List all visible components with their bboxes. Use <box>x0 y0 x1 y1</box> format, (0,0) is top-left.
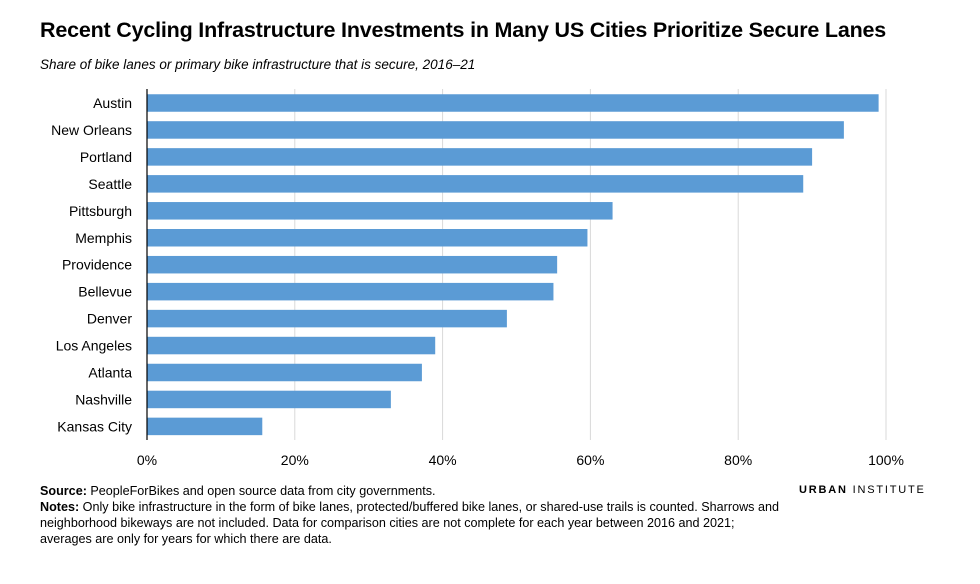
bar <box>147 282 554 301</box>
source-text: PeopleForBikes and open source data from… <box>86 484 436 498</box>
category-label: Seattle <box>88 176 132 192</box>
chart-subtitle: Share of bike lanes or primary bike infr… <box>40 57 476 72</box>
bar <box>147 202 613 220</box>
x-tick-label: 80% <box>724 452 752 468</box>
source-line: Source: PeopleForBikes and open source d… <box>40 483 780 499</box>
bar <box>147 175 804 193</box>
category-label: Portland <box>80 149 132 165</box>
source-label: Source: <box>40 484 87 498</box>
notes-label: Notes: <box>40 500 80 514</box>
category-label: Memphis <box>75 230 132 246</box>
category-label: Kansas City <box>57 418 132 434</box>
bar-chart: Austin New Orleans Portland Seattle Pittsbur… <box>51 89 904 468</box>
footer-notes: Source: PeopleForBikes and open source d… <box>40 483 780 547</box>
x-tick-label: 60% <box>576 452 604 468</box>
category-label: New Orleans <box>51 122 132 138</box>
category-label: Providence <box>62 257 132 273</box>
urban-institute-logo: URBAN INSTITUTE <box>799 484 926 496</box>
bar <box>147 417 263 436</box>
notes-line: Notes: Only bike infrastructure in the f… <box>40 499 780 547</box>
bar <box>147 255 558 274</box>
category-label: Nashville <box>75 391 132 407</box>
logo-institute: INSTITUTE <box>847 484 926 496</box>
bar <box>147 390 391 409</box>
x-tick-label: 0% <box>137 452 157 468</box>
x-tick-label: 20% <box>281 452 309 468</box>
bar <box>147 121 844 139</box>
category-label: Bellevue <box>78 284 132 300</box>
bars <box>147 94 879 436</box>
category-label: Atlanta <box>88 365 132 381</box>
bar <box>147 336 436 355</box>
x-tick-labels: 0% 20% 40% 60% 80% 100% <box>137 452 904 468</box>
notes-text: Only bike infrastructure in the form of … <box>40 500 779 546</box>
x-tick-label: 40% <box>429 452 457 468</box>
category-label: Austin <box>93 95 132 111</box>
bar <box>147 309 507 328</box>
category-label: Denver <box>87 311 132 327</box>
x-tick-label: 100% <box>868 452 904 468</box>
chart-title: Recent Cycling Infrastructure Investment… <box>40 18 887 42</box>
bar <box>147 94 879 112</box>
category-labels: Austin New Orleans Portland Seattle Pittsbur… <box>51 95 132 434</box>
bar <box>147 363 422 382</box>
logo-urban: URBAN <box>799 484 848 496</box>
category-label: Los Angeles <box>56 338 132 354</box>
bar <box>147 229 588 247</box>
bar <box>147 148 813 166</box>
category-label: Pittsburgh <box>69 203 132 219</box>
